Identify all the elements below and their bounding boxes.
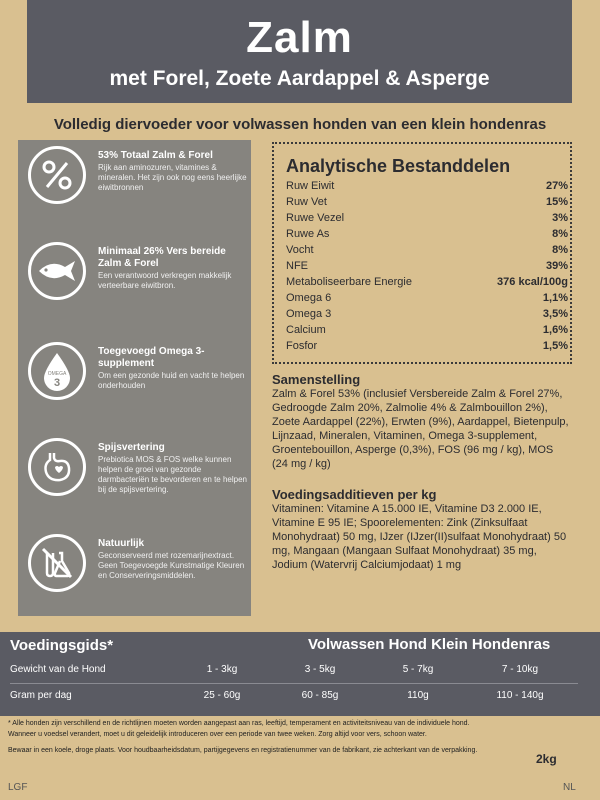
analysis-label: Ruwe Vezel [286,212,345,224]
footer-storage: Bewaar in een koele, droge plaats. Voor … [8,747,478,754]
guide-subtitle: Volwassen Hond Klein Hondenras [308,636,551,653]
analysis-value: 3,5% [542,308,568,320]
feature-desc: Geconserveerd met rozemarijnextract. Gee… [98,551,245,580]
guide-row-weight: Gewicht van de Hond 1 - 3kg 3 - 5kg 5 - … [0,660,600,682]
product-subtitle: met Forel, Zoete Aardappel & Asperge [109,67,490,90]
feature-omega: OMEGA 3 Toegevoegd Omega 3-supplement Om … [18,336,251,420]
feature-title: 53% Totaal Zalm & Forel [98,150,213,161]
analysis-value: 39% [545,260,568,272]
feeding-guide: Voedingsgids* Volwassen Hond Klein Honde… [0,632,600,716]
guide-row-label: Gram per dag [10,690,72,701]
omega-number: 3 [54,377,60,389]
feature-natural: Natuurlijk Geconserveerd met rozemarijne… [18,528,251,612]
feature-title: Toegevoegd Omega 3-supplement [98,346,205,369]
product-title: Zalm [246,13,353,62]
feature-title: Natuurlijk [98,538,145,549]
guide-cell: 25 - 60g [203,690,241,701]
guide-cell: 60 - 85g [301,690,339,701]
features-panel: 53% Totaal Zalm & Forel Rijk aan aminozu… [18,140,251,616]
guide-cell: 1 - 3kg [206,664,238,675]
guide-cell: 5 - 7kg [402,664,434,675]
analysis-row: Omega 6 1,1% [286,292,568,308]
analysis-value: 8% [552,228,568,240]
feature-title: Spijsvertering [98,442,165,453]
analysis-label: Ruw Eiwit [286,180,335,192]
analysis-row: Omega 3 3,5% [286,308,568,324]
footer-note: * Alle honden zijn verschillend en de ri… [8,720,470,727]
guide-cell: 110 - 140g [496,690,544,701]
language-code: NL [563,782,576,793]
omega-drop-icon: OMEGA 3 [28,342,86,400]
composition-text: Zalm & Forel 53% (inclusief Versbereide … [272,388,569,470]
analysis-label: NFE [286,260,308,272]
analysis-row: Ruwe As 8% [286,228,568,244]
feature-desc: Prebiotica MOS & FOS welke kunnen helpen… [98,455,247,494]
analysis-value: 376 kcal/100g [497,276,568,288]
feature-desc: Een verantwoord verkregen makkelijk vert… [98,271,232,290]
analysis-title: Analytische Bestanddelen [286,156,511,176]
analysis-value: 27% [545,180,568,192]
analysis-row: Ruw Vet 15% [286,196,568,212]
analysis-label: Metaboliseerbare Energie [286,276,412,288]
feature-protein: 53% Totaal Zalm & Forel Rijk aan aminozu… [18,140,251,224]
analysis-value: 8% [552,244,568,256]
analysis-value: 3% [552,212,568,224]
analysis-value: 1,6% [542,324,568,336]
composition-title: Samenstelling [272,372,361,387]
analysis-row: Metaboliseerbare Energie 376 kcal/100g [286,276,568,292]
percent-icon [28,146,86,204]
analysis-label: Ruwe As [286,228,330,240]
analysis-row: Fosfor 1,5% [286,340,568,356]
feature-digestion: Spijsvertering Prebiotica MOS & FOS welk… [18,432,251,516]
guide-cell: 110g [407,690,429,701]
analysis-label: Omega 6 [286,292,332,304]
analysis-value: 1,5% [542,340,568,352]
feature-title: Minimaal 26% Vers bereide Zalm & Forel [98,246,226,269]
guide-cell: 3 - 5kg [304,664,336,675]
no-chemicals-icon [28,534,86,592]
additives-title: Voedingsadditieven per kg [272,487,437,502]
analysis-label: Calcium [286,324,326,336]
guide-divider [10,683,578,684]
guide-title: Voedingsgids* [10,637,114,654]
feature-desc: Rijk aan aminozuren, vitamines & mineral… [98,163,247,192]
package-weight: 2kg [536,752,557,766]
feature-fresh: Minimaal 26% Vers bereide Zalm & Forel E… [18,236,251,320]
analysis-row: Ruwe Vezel 3% [286,212,568,228]
analysis-label: Fosfor [286,340,318,352]
analysis-value: 15% [545,196,568,208]
fish-icon [28,242,86,300]
analysis-row: NFE 39% [286,260,568,276]
analysis-row: Vocht 8% [286,244,568,260]
analysis-box: Analytische Bestanddelen Ruw Eiwit 27% Ru… [272,142,572,364]
additives-text: Vitaminen: Vitamine A 15.000 IE, Vitamin… [272,503,567,571]
code-left: LGF [8,782,28,793]
tagline: Volledig diervoeder voor volwassen honde… [53,116,547,133]
analysis-label: Vocht [286,244,314,256]
omega-label: OMEGA [48,371,67,377]
stomach-icon [28,438,86,496]
analysis-label: Omega 3 [286,308,332,320]
guide-row-label: Gewicht van de Hond [10,664,106,675]
guide-cell: 7 - 10kg [501,664,539,675]
analysis-row: Ruw Eiwit 27% [286,180,568,196]
analysis-row: Calcium 1,6% [286,324,568,340]
guide-row-grams: Gram per dag 25 - 60g 60 - 85g 110g 110 … [0,686,600,708]
product-header: Zalm met Forel, Zoete Aardappel & Asperg… [27,0,572,103]
analysis-label: Ruw Vet [286,196,327,208]
footer-note: Wanneer u voedsel verandert, moet u dit … [8,731,427,738]
analysis-value: 1,1% [542,292,568,304]
feature-desc: Om een gezonde huid en vacht te helpen o… [98,371,245,390]
